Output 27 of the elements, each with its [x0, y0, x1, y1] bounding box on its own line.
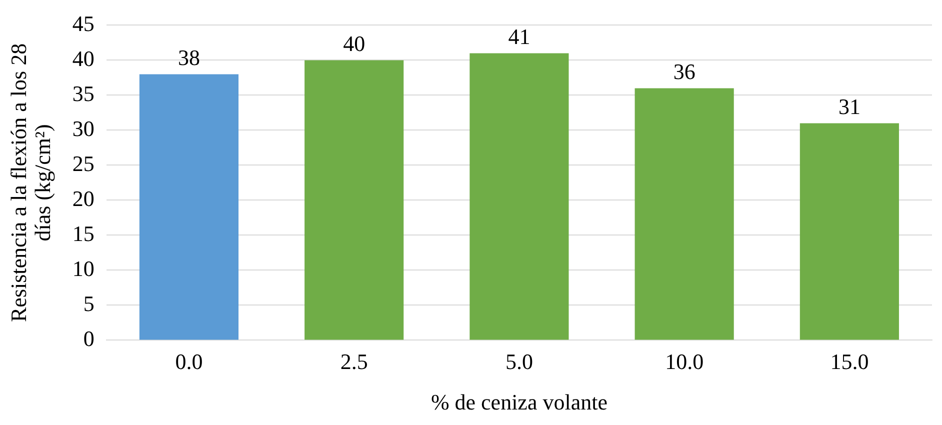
bar	[800, 123, 899, 340]
x-tick-label: 0.0	[175, 349, 203, 374]
data-label: 31	[838, 94, 860, 119]
y-tick-label: 15	[72, 220, 94, 246]
y-tick-label: 20	[72, 186, 94, 211]
bar	[634, 88, 734, 340]
bar	[139, 74, 238, 340]
y-tick-label: 0	[83, 326, 94, 351]
x-tick-label: 2.5	[340, 349, 368, 374]
bar	[304, 60, 404, 340]
y-tick-label: 10	[72, 256, 94, 281]
data-label: 38	[178, 44, 200, 70]
y-tick-label: 35	[72, 80, 94, 106]
y-tick-label: 25	[72, 150, 94, 176]
x-tick-label: 5.0	[505, 349, 533, 374]
y-tick-label: 40	[72, 46, 94, 71]
y-tick-label: 30	[72, 116, 94, 141]
data-label: 40	[343, 30, 366, 56]
data-label: 36	[673, 58, 696, 84]
x-axis-title: % de ceniza volante	[430, 390, 608, 415]
data-label: 41	[508, 24, 530, 49]
bar	[470, 53, 569, 340]
y-tick-label: 5	[83, 290, 94, 316]
x-tick-label: 10.0	[665, 349, 704, 374]
y-tick-label: 45	[72, 10, 94, 36]
y-axis-title: Resistencia a la flexión a los 28 días (kg/cm²)	[6, 43, 56, 322]
x-tick-label: 15.0	[830, 349, 869, 374]
